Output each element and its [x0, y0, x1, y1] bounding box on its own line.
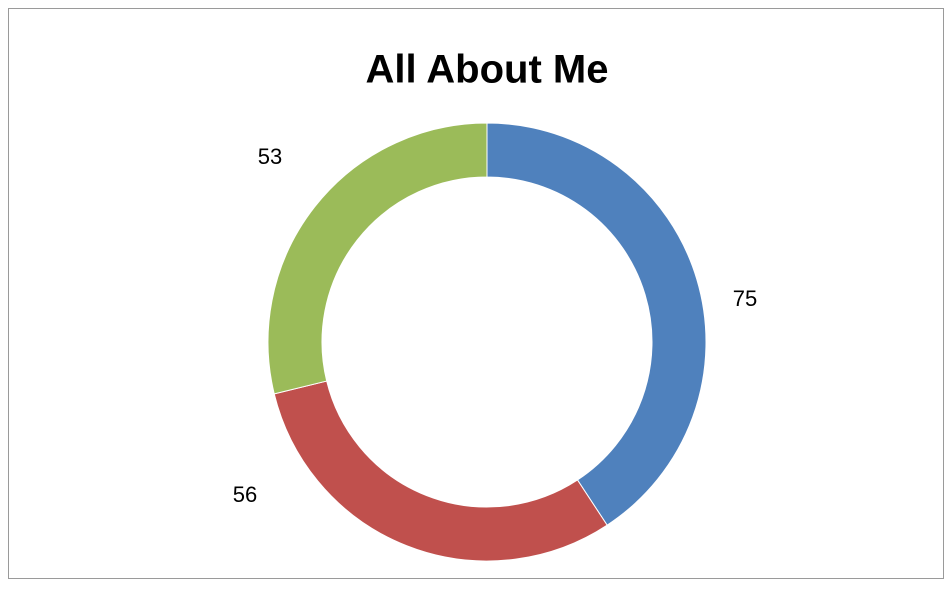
data-label: 56 — [233, 482, 257, 507]
data-label: 75 — [733, 286, 757, 311]
donut-segment — [486, 122, 707, 526]
chart-title: All About Me — [366, 48, 609, 92]
data-label: 53 — [258, 144, 282, 169]
chart-frame — [8, 8, 944, 579]
donut-segment — [267, 122, 488, 395]
